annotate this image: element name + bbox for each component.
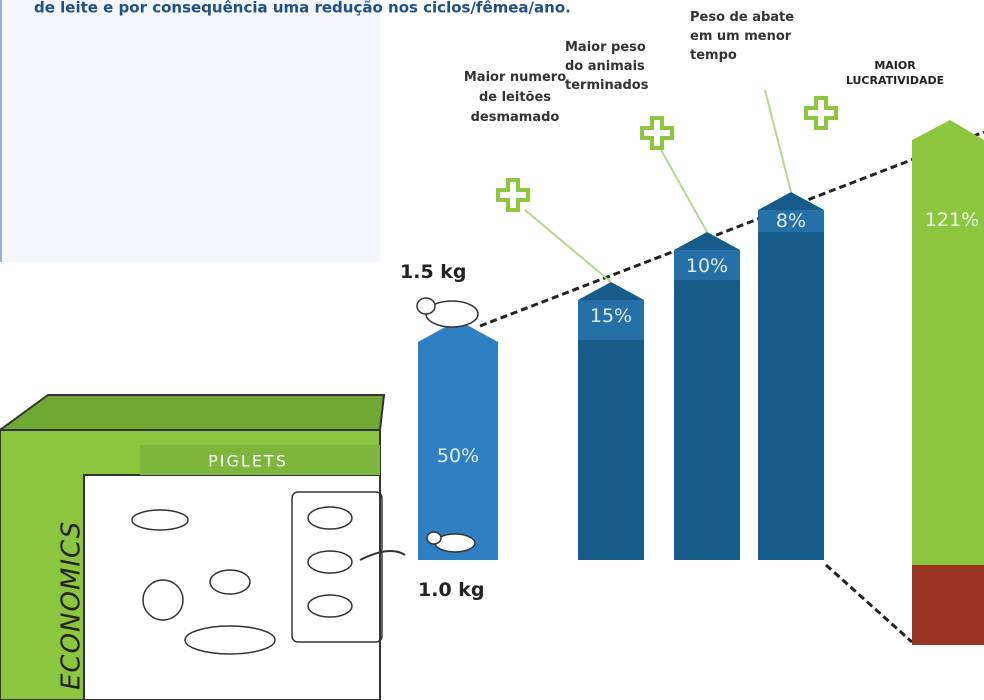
bar bbox=[578, 282, 644, 560]
box-top-label: PIGLETS bbox=[208, 452, 288, 471]
bar-label: 50% bbox=[437, 445, 479, 467]
caption: Maior peso do animais terminados bbox=[565, 40, 649, 93]
plus-icons bbox=[496, 96, 838, 212]
trend-line bbox=[824, 563, 914, 644]
caption: Peso de abate em um menor tempo bbox=[690, 10, 795, 63]
arrow bbox=[359, 550, 406, 561]
bar bbox=[912, 120, 984, 565]
bar bbox=[758, 192, 824, 560]
bar-band bbox=[578, 300, 644, 340]
box-top bbox=[0, 394, 386, 431]
caption: Maior numero de leitões desmamado bbox=[463, 70, 567, 125]
bar-band bbox=[674, 250, 740, 280]
bar-band bbox=[758, 210, 824, 232]
bar-base bbox=[912, 565, 984, 645]
weight-label: 1.5 kg bbox=[400, 261, 467, 283]
pig-icon bbox=[416, 297, 479, 553]
caption: MAIOR LUCRATIVIDADE bbox=[845, 59, 945, 87]
caption-group: Maior numero de leitões desmamado Maior … bbox=[463, 10, 945, 125]
box-strip bbox=[140, 445, 380, 475]
bar-label: 15% bbox=[590, 305, 632, 327]
trend-line bbox=[479, 130, 984, 328]
weight-label: 1.0 kg bbox=[418, 579, 485, 601]
box-side-label: ECONOMICS bbox=[57, 521, 87, 690]
pig-frame bbox=[291, 491, 383, 643]
pig-icons bbox=[131, 506, 353, 655]
bar-label: 8% bbox=[776, 210, 806, 232]
bar-label: 10% bbox=[686, 255, 728, 277]
bar bbox=[418, 320, 498, 560]
panel bbox=[0, 0, 380, 262]
header-text: de leite e por consequência uma redução … bbox=[34, 0, 571, 17]
bar bbox=[674, 232, 740, 560]
leader-lines bbox=[524, 89, 792, 283]
bar-label: 121% bbox=[925, 209, 979, 231]
